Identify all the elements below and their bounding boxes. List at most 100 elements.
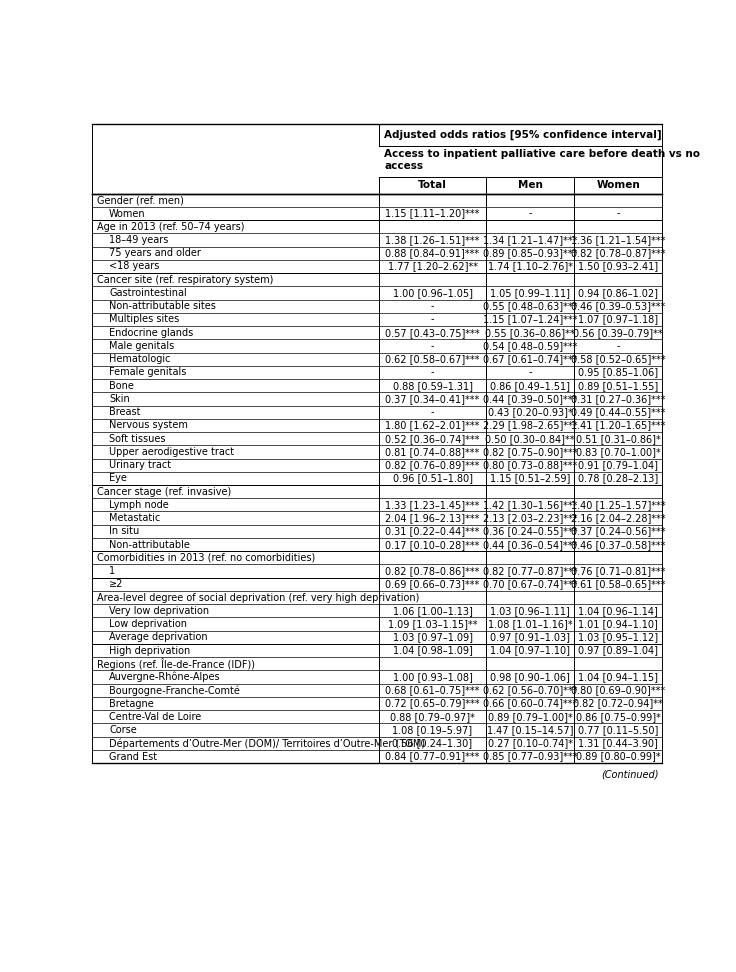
Text: 0.69 [0.66–0.73]***: 0.69 [0.66–0.73]*** bbox=[386, 579, 480, 589]
Text: 1.33 [1.23–1.45]***: 1.33 [1.23–1.45]*** bbox=[386, 500, 480, 510]
Text: 0.56 [0.39–0.79]**: 0.56 [0.39–0.79]** bbox=[573, 328, 663, 337]
Text: -: - bbox=[431, 367, 434, 377]
Text: 1.47 [0.15–14.57]: 1.47 [0.15–14.57] bbox=[486, 725, 573, 735]
Text: Male genitals: Male genitals bbox=[109, 341, 174, 351]
Text: Lymph node: Lymph node bbox=[109, 500, 169, 510]
Text: 1.08 [1.01–1.16]*: 1.08 [1.01–1.16]* bbox=[488, 619, 573, 629]
Text: 0.78 [0.28–2.13]: 0.78 [0.28–2.13] bbox=[578, 473, 658, 483]
Text: -: - bbox=[617, 209, 620, 219]
Text: 0.68 [0.61–0.75]***: 0.68 [0.61–0.75]*** bbox=[386, 685, 480, 695]
Text: Metastatic: Metastatic bbox=[109, 513, 160, 523]
Text: 0.43 [0.20–0.93]*: 0.43 [0.20–0.93]* bbox=[488, 407, 573, 417]
Text: Cancer site (ref. respiratory system): Cancer site (ref. respiratory system) bbox=[96, 275, 273, 285]
Text: Adjusted odds ratios [95% confidence interval]: Adjusted odds ratios [95% confidence int… bbox=[384, 130, 662, 140]
Text: 1.50 [0.93–2.41]: 1.50 [0.93–2.41] bbox=[578, 261, 658, 271]
Text: 75 years and older: 75 years and older bbox=[109, 248, 201, 259]
Text: 0.57 [0.43–0.75]***: 0.57 [0.43–0.75]*** bbox=[385, 328, 480, 337]
Text: 0.72 [0.65–0.79]***: 0.72 [0.65–0.79]*** bbox=[385, 699, 480, 709]
Text: 0.66 [0.60–0.74]***: 0.66 [0.60–0.74]*** bbox=[483, 699, 577, 709]
Text: -: - bbox=[431, 315, 434, 325]
Text: 1.00 [0.93–1.08]: 1.00 [0.93–1.08] bbox=[392, 672, 473, 682]
Text: Age in 2013 (ref. 50–74 years): Age in 2013 (ref. 50–74 years) bbox=[96, 222, 244, 231]
Text: 1.31 [0.44–3.90]: 1.31 [0.44–3.90] bbox=[578, 739, 658, 748]
Text: 0.55 [0.36–0.86]**: 0.55 [0.36–0.86]** bbox=[485, 328, 575, 337]
Text: 0.97 [0.89–1.04]: 0.97 [0.89–1.04] bbox=[578, 645, 658, 655]
Text: 0.55 [0.48–0.63]***: 0.55 [0.48–0.63]*** bbox=[483, 301, 577, 311]
Text: 0.77 [0.11–5.50]: 0.77 [0.11–5.50] bbox=[578, 725, 659, 735]
Text: 0.96 [0.51–1.80]: 0.96 [0.51–1.80] bbox=[392, 473, 473, 483]
Text: 0.82 [0.76–0.89]***: 0.82 [0.76–0.89]*** bbox=[386, 460, 480, 470]
Text: 0.36 [0.24–0.55]***: 0.36 [0.24–0.55]*** bbox=[483, 527, 577, 537]
Text: 0.82 [0.75–0.90]***: 0.82 [0.75–0.90]*** bbox=[483, 447, 577, 457]
Text: 0.97 [0.91–1.03]: 0.97 [0.91–1.03] bbox=[490, 633, 570, 642]
Text: Nervous system: Nervous system bbox=[109, 421, 188, 431]
Text: -: - bbox=[431, 341, 434, 351]
Text: 0.89 [0.80–0.99]*: 0.89 [0.80–0.99]* bbox=[576, 751, 660, 761]
Text: Bourgogne-Franche-Comté: Bourgogne-Franche-Comté bbox=[109, 685, 240, 696]
Text: 0.50 [0.30–0.84]**: 0.50 [0.30–0.84]** bbox=[485, 434, 575, 443]
Text: 0.86 [0.49–1.51]: 0.86 [0.49–1.51] bbox=[490, 381, 570, 391]
Text: 0.49 [0.44–0.55]***: 0.49 [0.44–0.55]*** bbox=[571, 407, 665, 417]
Text: Centre-Val de Loire: Centre-Val de Loire bbox=[109, 712, 202, 722]
Text: 0.83 [0.70–1.00]*: 0.83 [0.70–1.00]* bbox=[576, 447, 661, 457]
Text: Gender (ref. men): Gender (ref. men) bbox=[96, 195, 183, 205]
Text: -: - bbox=[528, 209, 532, 219]
Text: Non-attributable: Non-attributable bbox=[109, 539, 190, 549]
Text: 0.31 [0.22–0.44]***: 0.31 [0.22–0.44]*** bbox=[386, 527, 480, 537]
Text: 0.80 [0.69–0.90]***: 0.80 [0.69–0.90]*** bbox=[571, 685, 665, 695]
Text: 1.34 [1.21–1.47]***: 1.34 [1.21–1.47]*** bbox=[483, 235, 577, 245]
Text: 0.61 [0.58–0.65]***: 0.61 [0.58–0.65]*** bbox=[571, 579, 665, 589]
Text: 0.84 [0.77–0.91]***: 0.84 [0.77–0.91]*** bbox=[386, 751, 480, 761]
Text: 2.16 [2.04–2.28]***: 2.16 [2.04–2.28]*** bbox=[571, 513, 665, 523]
Text: 0.51 [0.31–0.86]*: 0.51 [0.31–0.86]* bbox=[576, 434, 661, 443]
Text: ≥2: ≥2 bbox=[109, 579, 124, 589]
Text: 1.77 [1.20–2.62]**: 1.77 [1.20–2.62]** bbox=[388, 261, 478, 271]
Text: 1.03 [0.97–1.09]: 1.03 [0.97–1.09] bbox=[392, 633, 473, 642]
Text: Cancer stage (ref. invasive): Cancer stage (ref. invasive) bbox=[96, 487, 231, 497]
Text: 0.94 [0.86–1.02]: 0.94 [0.86–1.02] bbox=[578, 288, 658, 298]
Text: Upper aerodigestive tract: Upper aerodigestive tract bbox=[109, 447, 234, 457]
Text: 1.03 [0.95–1.12]: 1.03 [0.95–1.12] bbox=[578, 633, 658, 642]
Text: Skin: Skin bbox=[109, 394, 130, 404]
Text: 0.62 [0.58–0.67]***: 0.62 [0.58–0.67]*** bbox=[385, 354, 480, 364]
Text: 0.98 [0.90–1.06]: 0.98 [0.90–1.06] bbox=[490, 672, 570, 682]
Text: 0.27 [0.10–0.74]*: 0.27 [0.10–0.74]* bbox=[487, 739, 573, 748]
Text: Multiples sites: Multiples sites bbox=[109, 315, 180, 325]
Text: Men: Men bbox=[517, 180, 542, 191]
Text: 0.89 [0.51–1.55]: 0.89 [0.51–1.55] bbox=[578, 381, 658, 391]
Text: 1.04 [0.98–1.09]: 1.04 [0.98–1.09] bbox=[392, 645, 473, 655]
Text: 0.44 [0.39–0.50]***: 0.44 [0.39–0.50]*** bbox=[483, 394, 577, 404]
Text: 0.76 [0.71–0.81]***: 0.76 [0.71–0.81]*** bbox=[571, 566, 665, 576]
Text: 1.15 [1.07–1.24]***: 1.15 [1.07–1.24]*** bbox=[483, 315, 577, 325]
Text: Bretagne: Bretagne bbox=[109, 699, 154, 709]
Text: 0.46 [0.39–0.53]***: 0.46 [0.39–0.53]*** bbox=[571, 301, 665, 311]
Text: 0.88 [0.59–1.31]: 0.88 [0.59–1.31] bbox=[392, 381, 473, 391]
Text: Urinary tract: Urinary tract bbox=[109, 460, 171, 470]
Text: (Continued): (Continued) bbox=[601, 769, 659, 780]
Text: 1.41 [1.20–1.65]***: 1.41 [1.20–1.65]*** bbox=[571, 421, 665, 431]
Text: 0.46 [0.37–0.58]***: 0.46 [0.37–0.58]*** bbox=[571, 539, 665, 549]
Text: Corse: Corse bbox=[109, 725, 137, 735]
Text: 1.80 [1.62–2.01]***: 1.80 [1.62–2.01]*** bbox=[386, 421, 480, 431]
Text: 0.67 [0.61–0.74]***: 0.67 [0.61–0.74]*** bbox=[483, 354, 577, 364]
Text: 1.74 [1.10–2.76]*: 1.74 [1.10–2.76]* bbox=[487, 261, 573, 271]
Text: 2.04 [1.96–2.13]***: 2.04 [1.96–2.13]*** bbox=[386, 513, 480, 523]
Text: 2.29 [1.98–2.65]***: 2.29 [1.98–2.65]*** bbox=[483, 421, 577, 431]
Text: 0.82 [0.72–0.94]**: 0.82 [0.72–0.94]** bbox=[573, 699, 663, 709]
Text: 1: 1 bbox=[109, 566, 115, 576]
Text: 1.09 [1.03–1.15]**: 1.09 [1.03–1.15]** bbox=[388, 619, 477, 629]
Text: Female genitals: Female genitals bbox=[109, 367, 186, 377]
Text: 0.82 [0.78–0.86]***: 0.82 [0.78–0.86]*** bbox=[386, 566, 480, 576]
Text: Regions (ref. Île-de-France (IDF)): Regions (ref. Île-de-France (IDF)) bbox=[96, 658, 255, 670]
Text: -: - bbox=[431, 301, 434, 311]
Text: 1.00 [0.96–1.05]: 1.00 [0.96–1.05] bbox=[392, 288, 473, 298]
Text: Départements d’Outre-Mer (DOM)/ Territoires d’Outre-Mer (TOM): Départements d’Outre-Mer (DOM)/ Territoi… bbox=[109, 738, 425, 748]
Text: 0.81 [0.74–0.88]***: 0.81 [0.74–0.88]*** bbox=[386, 447, 480, 457]
Text: Auvergne-Rhône-Alpes: Auvergne-Rhône-Alpes bbox=[109, 672, 221, 682]
Text: 0.54 [0.48–0.59]***: 0.54 [0.48–0.59]*** bbox=[483, 341, 577, 351]
Text: 1.06 [1.00–1.13]: 1.06 [1.00–1.13] bbox=[392, 606, 473, 616]
Text: Non-attributable sites: Non-attributable sites bbox=[109, 301, 216, 311]
Text: 1.04 [0.94–1.15]: 1.04 [0.94–1.15] bbox=[578, 672, 658, 682]
Text: 1.15 [0.51–2.59]: 1.15 [0.51–2.59] bbox=[490, 473, 570, 483]
Text: Hematologic: Hematologic bbox=[109, 354, 171, 364]
